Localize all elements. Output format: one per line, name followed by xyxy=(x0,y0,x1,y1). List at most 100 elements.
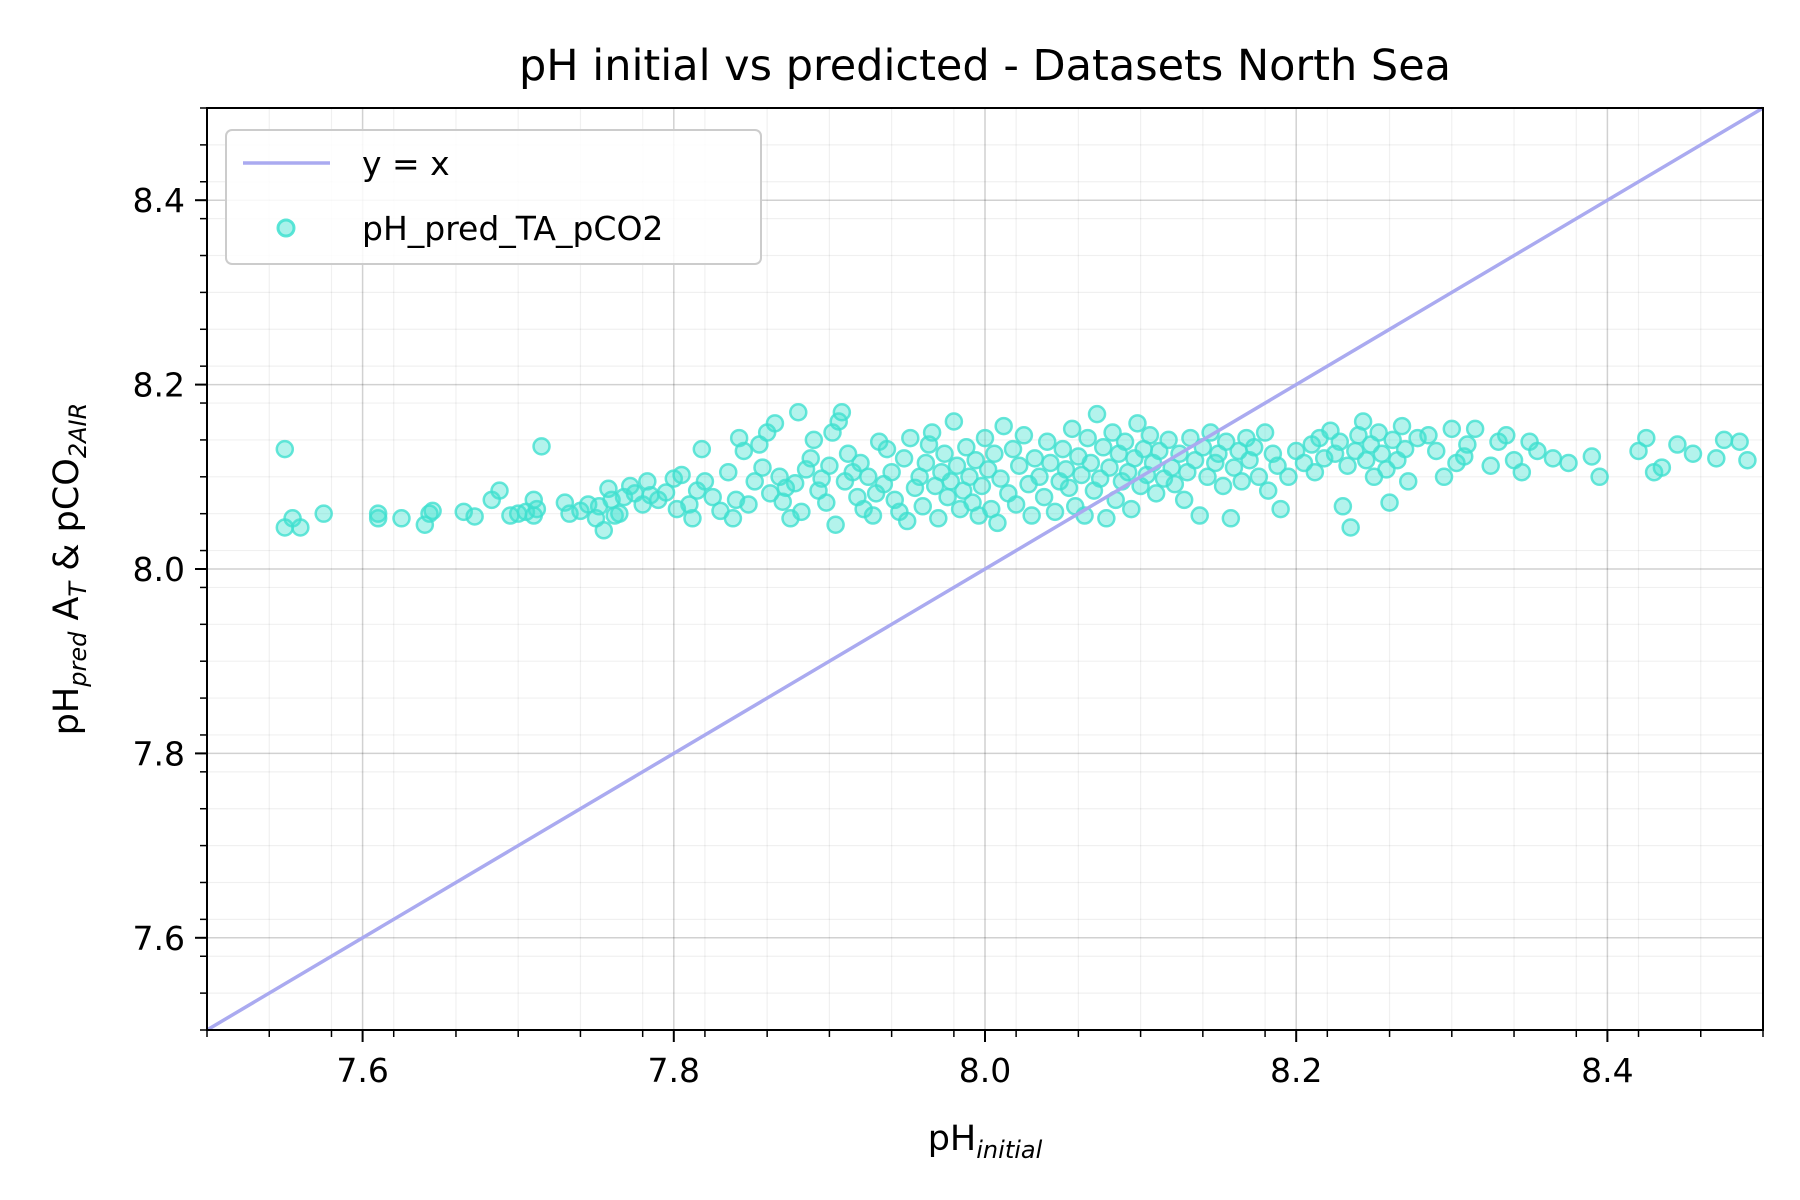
scatter-point xyxy=(1369,423,1388,442)
scatter-point xyxy=(638,472,657,491)
scatter-point xyxy=(785,474,805,493)
scatter-point xyxy=(275,439,295,459)
scatter-point xyxy=(1244,438,1264,457)
scatter-point xyxy=(929,509,948,528)
scatter-point xyxy=(1268,456,1287,475)
x-axis-label-sub: initial xyxy=(976,1136,1042,1164)
scatter-point xyxy=(527,499,547,519)
scatter-point xyxy=(1528,441,1547,461)
x-tick-label: 7.6 xyxy=(336,1051,388,1090)
scatter-point xyxy=(776,478,796,498)
scatter-point xyxy=(672,465,691,485)
scatter-point xyxy=(1392,416,1412,436)
scatter-point xyxy=(1115,432,1135,452)
scatter-point xyxy=(703,487,722,507)
y-axis-label-ph: pH xyxy=(47,687,87,736)
scatter-point xyxy=(1279,467,1298,487)
scatter-point xyxy=(1146,484,1166,503)
scatter-point xyxy=(1383,430,1402,450)
scatter-point xyxy=(1730,432,1749,452)
scatter-point xyxy=(1159,430,1178,450)
scatter-point xyxy=(972,476,992,496)
x-tick-label: 8.4 xyxy=(1581,1051,1633,1090)
scatter-point xyxy=(1103,423,1122,442)
scatter-point xyxy=(1087,404,1107,424)
scatter-point xyxy=(1707,449,1726,468)
scatter-point xyxy=(656,483,676,502)
scatter-point xyxy=(1062,419,1082,439)
x-axis-label-main: pH xyxy=(928,1119,977,1159)
scatter-point xyxy=(877,439,897,459)
scatter-point xyxy=(1216,432,1236,452)
scatter-point xyxy=(723,509,743,528)
scatter-point xyxy=(1559,453,1578,473)
scatter-point xyxy=(1198,467,1217,487)
scatter-point xyxy=(1512,462,1532,482)
scatter-point xyxy=(1081,453,1101,473)
chart-title: pH initial vs predicted - Datasets North… xyxy=(519,41,1451,91)
scatter-point xyxy=(392,509,411,528)
scatter-point xyxy=(1249,467,1269,487)
scatter-point xyxy=(985,444,1004,463)
scatter-point xyxy=(851,453,870,473)
scatter-point xyxy=(1426,441,1446,461)
scatter-point xyxy=(826,515,845,534)
x-axis-label: pHinitial xyxy=(928,1119,1043,1164)
scatter-point xyxy=(1338,456,1357,475)
scatter-point xyxy=(1041,453,1060,473)
scatter-point xyxy=(1271,499,1290,519)
x-tick-label: 8.0 xyxy=(959,1051,1011,1090)
scatter-point xyxy=(838,444,858,463)
x-tick-label: 8.2 xyxy=(1270,1051,1322,1090)
scatter-point xyxy=(1458,435,1477,454)
scatter-point xyxy=(1442,419,1462,439)
scatter-point xyxy=(944,412,964,431)
scatter-point xyxy=(739,495,758,514)
scatter-point xyxy=(1465,419,1485,439)
scatter-point xyxy=(1652,458,1672,477)
scatter-point xyxy=(1122,499,1141,519)
scatter-point xyxy=(1190,506,1209,525)
scatter-point xyxy=(1224,458,1244,477)
scatter-point xyxy=(938,487,957,507)
scatter-point xyxy=(291,518,310,537)
scatter-point xyxy=(1258,481,1278,500)
scatter-point xyxy=(901,428,920,448)
scatter-point xyxy=(761,484,780,503)
legend-label-scatter: pH_pred_TA_pCO2 xyxy=(362,209,663,248)
scatter-point xyxy=(1582,447,1602,466)
scatter-point xyxy=(1481,456,1500,475)
scatter-point xyxy=(765,414,785,433)
scatter-point xyxy=(1380,493,1399,512)
scatter-point xyxy=(719,462,738,482)
scatter-point xyxy=(1213,476,1233,496)
y-axis-label-pco: & pCO xyxy=(47,458,87,582)
scatter-point xyxy=(1030,467,1049,487)
scatter-point xyxy=(734,441,754,461)
scatter-point xyxy=(817,493,836,512)
scatter-point xyxy=(801,449,820,468)
scatter-point xyxy=(1037,432,1057,452)
scatter-point xyxy=(1353,412,1373,431)
y-tick-label: 7.8 xyxy=(133,734,185,773)
scatter-point xyxy=(1059,478,1079,498)
scatter-point xyxy=(1128,414,1147,433)
scatter-point xyxy=(894,449,914,468)
legend-label-identity-line: y = x xyxy=(362,144,450,183)
y-tick-label: 8.0 xyxy=(133,550,185,589)
axis-ticks xyxy=(195,107,1764,1042)
scatter-point xyxy=(832,403,852,422)
y-axis-label-a: A xyxy=(47,597,87,632)
scatter-point xyxy=(804,430,824,450)
scatter-point xyxy=(1434,467,1454,487)
scatter-point xyxy=(1034,487,1054,507)
scatter-point xyxy=(1165,474,1185,494)
y-tick-label: 8.2 xyxy=(133,366,185,405)
scatter-point xyxy=(792,502,811,522)
scatter-point xyxy=(1419,426,1438,445)
tick-labels: 7.6 7.8 8.0 8.2 8.4 7.6 7.8 8.0 8.2 8.4 xyxy=(133,181,1634,1090)
legend-box xyxy=(225,129,762,265)
scatter-point xyxy=(1333,497,1353,516)
y-tick-label: 7.6 xyxy=(133,919,185,958)
